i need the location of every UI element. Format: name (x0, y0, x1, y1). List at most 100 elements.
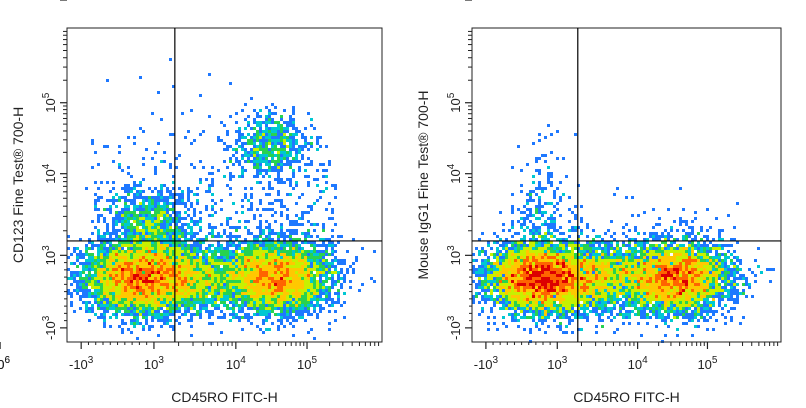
density-cell (706, 250, 709, 253)
density-cell (586, 244, 589, 247)
density-cell (559, 244, 562, 247)
density-cell (532, 229, 535, 232)
density-cell (547, 241, 550, 244)
density-cell (127, 295, 130, 298)
density-cell (271, 232, 274, 235)
density-cell (598, 274, 601, 277)
density-cell (274, 289, 277, 292)
density-cell (295, 268, 298, 271)
density-cell (184, 283, 187, 286)
density-cell (280, 259, 283, 262)
density-cell (259, 256, 262, 259)
density-cell (667, 268, 670, 271)
density-cell (97, 247, 100, 250)
density-cell (85, 304, 88, 307)
density-cell (247, 301, 250, 304)
density-cell (220, 271, 223, 274)
density-cell (190, 316, 193, 319)
density-cell (562, 268, 565, 271)
density-cell (124, 295, 127, 298)
density-cell (334, 283, 337, 286)
density-cell (232, 292, 235, 295)
density-cell (163, 214, 166, 217)
density-cell (292, 142, 295, 145)
density-cell (199, 265, 202, 268)
density-cell (97, 217, 100, 220)
density-cell (502, 259, 505, 262)
density-cell (616, 277, 619, 280)
density-cell (316, 316, 319, 319)
density-cell (709, 280, 712, 283)
density-cell (241, 304, 244, 307)
density-cell (616, 259, 619, 262)
density-cell (142, 316, 145, 319)
density-cell (133, 283, 136, 286)
density-cell (292, 319, 295, 322)
density-cell (238, 133, 241, 136)
density-cell (283, 205, 286, 208)
density-cell (91, 220, 94, 223)
density-cell (517, 232, 520, 235)
density-cell (154, 292, 157, 295)
density-cell (262, 160, 265, 163)
density-cell (157, 292, 160, 295)
density-cell (172, 241, 175, 244)
density-cell (235, 139, 238, 142)
density-cell (328, 244, 331, 247)
density-cell (253, 148, 256, 151)
density-cell (190, 271, 193, 274)
density-cell (175, 214, 178, 217)
density-cell (247, 271, 250, 274)
density-cell (481, 268, 484, 271)
density-cell (226, 223, 229, 226)
density-cell (253, 256, 256, 259)
density-cell (121, 244, 124, 247)
density-cell (106, 262, 109, 265)
density-cell (187, 130, 190, 133)
density-cell (175, 280, 178, 283)
density-cell (625, 244, 628, 247)
density-cell (709, 274, 712, 277)
density-cell (175, 244, 178, 247)
density-cell (247, 232, 250, 235)
density-cell (160, 253, 163, 256)
density-cell (298, 265, 301, 268)
density-cell (151, 280, 154, 283)
density-cell (298, 283, 301, 286)
density-cell (337, 298, 340, 301)
density-cell (727, 283, 730, 286)
density-cell (577, 259, 580, 262)
density-cell (697, 247, 700, 250)
density-cell (613, 274, 616, 277)
density-cell (730, 274, 733, 277)
density-cell (208, 283, 211, 286)
density-cell (187, 274, 190, 277)
density-cell (301, 301, 304, 304)
density-cell (538, 268, 541, 271)
density-cell (307, 331, 310, 334)
density-cell (574, 274, 577, 277)
density-cell (289, 265, 292, 268)
density-cell (706, 253, 709, 256)
density-cell (250, 160, 253, 163)
density-cell (562, 247, 565, 250)
density-cell (229, 82, 232, 85)
density-cell (142, 271, 145, 274)
density-cell (493, 232, 496, 235)
density-cell (664, 247, 667, 250)
density-cell (142, 223, 145, 226)
density-cell (280, 160, 283, 163)
density-cell (199, 292, 202, 295)
density-cell (172, 274, 175, 277)
density-cell (667, 250, 670, 253)
density-cell (310, 250, 313, 253)
density-cell (526, 193, 529, 196)
density-cell (229, 289, 232, 292)
density-cell (292, 112, 295, 115)
density-cell (538, 139, 541, 142)
density-cell (571, 268, 574, 271)
density-cell (88, 265, 91, 268)
density-cell (490, 268, 493, 271)
density-cell (298, 271, 301, 274)
density-cell (550, 214, 553, 217)
